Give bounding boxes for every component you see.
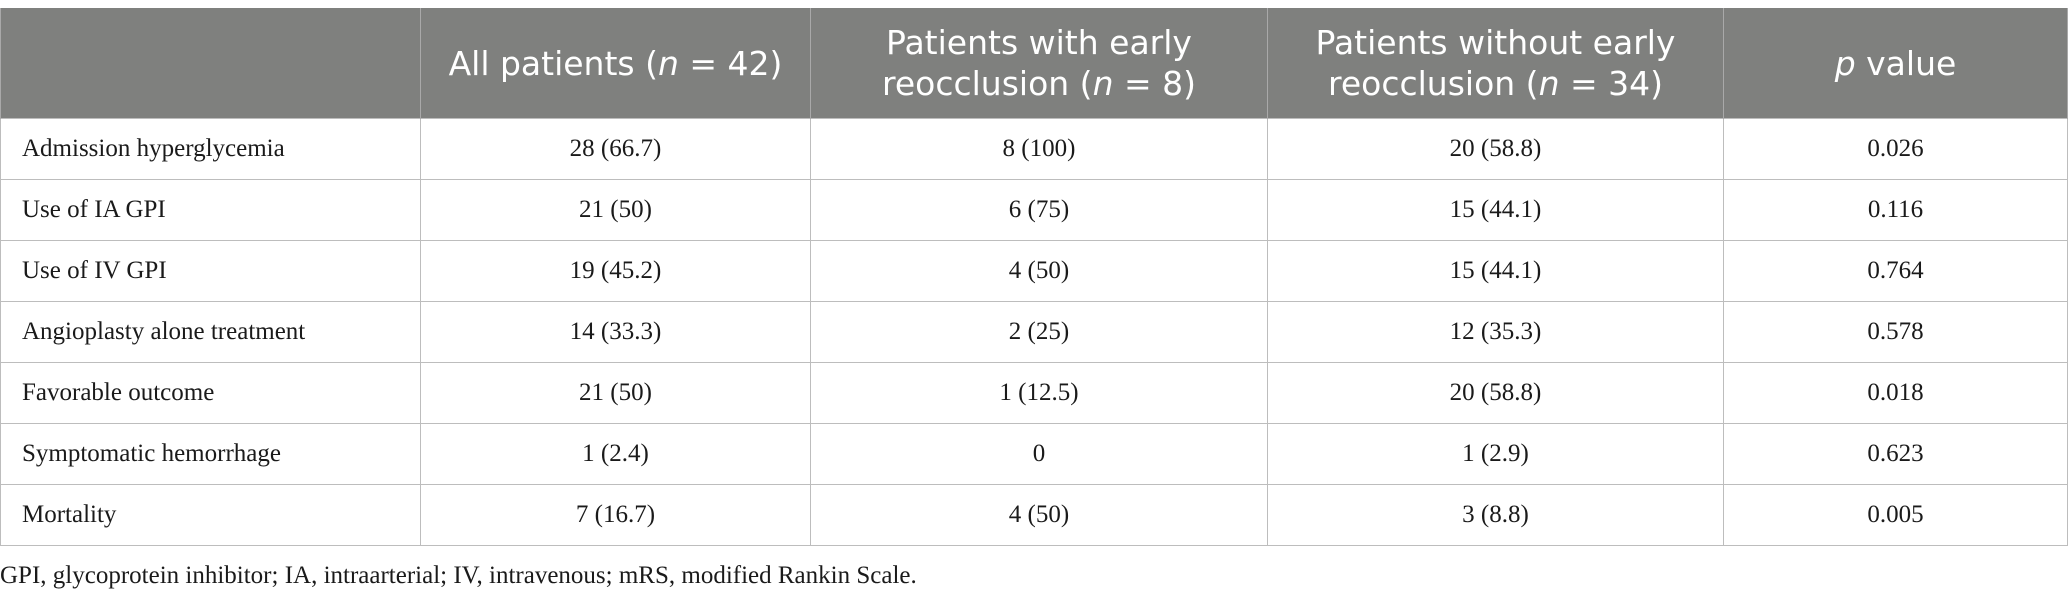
- table-cell: 1 (2.4): [420, 423, 811, 485]
- table-cell: 8 (100): [810, 118, 1268, 180]
- table-row: Mortality 7 (16.7) 4 (50) 3 (8.8) 0.005: [0, 484, 2068, 546]
- table-body: Admission hyperglycemia 28 (66.7) 8 (100) 2…: [0, 118, 2068, 546]
- table-cell: 0.018: [1723, 362, 2068, 424]
- column-header-text: = 42): [678, 43, 783, 83]
- table-cell: 21 (50): [420, 179, 811, 241]
- table-cell: 0.005: [1723, 484, 2068, 546]
- column-header-italic: p: [1834, 43, 1856, 83]
- table-cell: 21 (50): [420, 362, 811, 424]
- row-label: Favorable outcome: [0, 362, 421, 424]
- column-header-0: [0, 8, 421, 119]
- table-cell: 0.578: [1723, 301, 2068, 363]
- table-row: Use of IV GPI 19 (45.2) 4 (50) 15 (44.1) 0.7…: [0, 240, 2068, 302]
- column-header-text: = 8): [1113, 64, 1196, 103]
- column-header-1: All patients (n = 42): [420, 8, 811, 119]
- table-cell: 4 (50): [810, 240, 1268, 302]
- table-row: Admission hyperglycemia 28 (66.7) 8 (100) 2…: [0, 118, 2068, 180]
- table-header-row: All patients (n = 42) Patients with early…: [0, 8, 2068, 119]
- column-header-text: value: [1855, 43, 1957, 83]
- table-footnote: GPI, glycoprotein inhibitor; IA, intraar…: [0, 562, 917, 589]
- table-row: Angioplasty alone treatment 14 (33.3) 2 (2…: [0, 301, 2068, 363]
- table-cell: 4 (50): [810, 484, 1268, 546]
- results-table: All patients (n = 42) Patients with early…: [0, 8, 2068, 546]
- row-label: Mortality: [0, 484, 421, 546]
- row-label: Use of IA GPI: [0, 179, 421, 241]
- table-cell: 3 (8.8): [1267, 484, 1724, 546]
- table-cell: 14 (33.3): [420, 301, 811, 363]
- table-row: Symptomatic hemorrhage 1 (2.4) 0 1 (2.9) 0.6…: [0, 423, 2068, 485]
- results-table-container: All patients (n = 42) Patients with early…: [0, 8, 2068, 546]
- column-header-2: Patients with early reocclusion (n = 8): [810, 8, 1268, 119]
- table-cell: 0.026: [1723, 118, 2068, 180]
- table-cell: 20 (58.8): [1267, 118, 1724, 180]
- row-label: Use of IV GPI: [0, 240, 421, 302]
- column-header-3: Patients without early reocclusion (n = …: [1267, 8, 1724, 119]
- column-header-italic: n: [1092, 64, 1114, 103]
- column-header-text: = 34): [1559, 64, 1663, 103]
- row-label: Angioplasty alone treatment: [0, 301, 421, 363]
- table-cell: 19 (45.2): [420, 240, 811, 302]
- column-header-text: Patients without early reocclusion (: [1315, 23, 1676, 103]
- row-label: Admission hyperglycemia: [0, 118, 421, 180]
- column-header-text: All patients (: [448, 43, 658, 83]
- table-cell: 0.116: [1723, 179, 2068, 241]
- table-cell: 15 (44.1): [1267, 179, 1724, 241]
- table-row: Use of IA GPI 21 (50) 6 (75) 15 (44.1) 0.116: [0, 179, 2068, 241]
- column-header-4: p value: [1723, 8, 2068, 119]
- table-cell: 1 (12.5): [810, 362, 1268, 424]
- table-cell: 2 (25): [810, 301, 1268, 363]
- column-header-text: Patients with early reocclusion (: [882, 23, 1192, 103]
- table-cell: 6 (75): [810, 179, 1268, 241]
- table-cell: 0.623: [1723, 423, 2068, 485]
- table-cell: 12 (35.3): [1267, 301, 1724, 363]
- row-label: Symptomatic hemorrhage: [0, 423, 421, 485]
- table-row: Favorable outcome 21 (50) 1 (12.5) 20 (58.8…: [0, 362, 2068, 424]
- column-header-italic: n: [657, 43, 679, 83]
- column-header-italic: n: [1538, 64, 1560, 103]
- table-cell: 15 (44.1): [1267, 240, 1724, 302]
- table-cell: 20 (58.8): [1267, 362, 1724, 424]
- table-cell: 1 (2.9): [1267, 423, 1724, 485]
- table-cell: 0: [810, 423, 1268, 485]
- table-cell: 28 (66.7): [420, 118, 811, 180]
- table-cell: 7 (16.7): [420, 484, 811, 546]
- table-cell: 0.764: [1723, 240, 2068, 302]
